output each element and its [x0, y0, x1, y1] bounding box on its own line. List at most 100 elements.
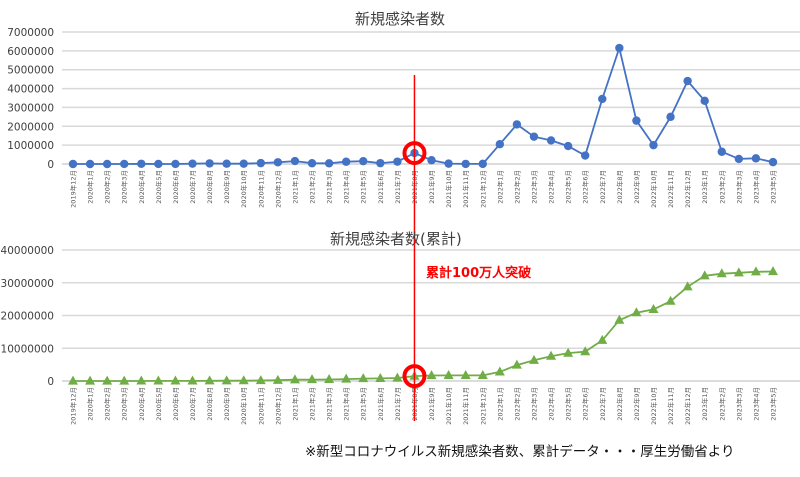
x-tick-label: 2021年10月 [444, 170, 453, 208]
data-point-triangle [272, 374, 283, 384]
data-point-triangle [85, 375, 96, 385]
data-point-circle [359, 156, 368, 166]
data-point-circle [529, 132, 539, 141]
data-point-triangle [289, 374, 300, 384]
data-point-circle [563, 141, 573, 151]
x-tick-label: 2022年1月 [495, 387, 504, 421]
x-tick-label: 2021年4月 [342, 387, 351, 421]
data-point-triangle [170, 375, 181, 385]
data-point-circle [734, 154, 744, 164]
x-tick-label: 2021年2月 [308, 170, 317, 204]
data-point-circle [495, 140, 505, 149]
data-point-triangle [307, 374, 318, 384]
x-tick-label: 2022年12月 [683, 170, 692, 208]
data-point-circle [205, 159, 214, 168]
x-tick-label: 2021年5月 [359, 387, 368, 421]
data-point-triangle [665, 295, 676, 305]
data-point-circle [393, 157, 402, 166]
data-point-triangle [341, 373, 352, 383]
y-tick-label: 7000000 [7, 27, 54, 39]
data-point-circle [324, 159, 334, 168]
data-point-circle [768, 157, 778, 167]
x-tick-label: 2020年1月 [86, 170, 95, 204]
x-tick-label: 2022年3月 [529, 387, 538, 421]
data-point-circle [376, 158, 385, 168]
data-point-circle [580, 151, 590, 160]
data-point-circle [615, 43, 624, 53]
data-point-circle [478, 159, 487, 169]
x-tick-label: 2022年7月 [598, 170, 607, 204]
data-point-circle [427, 156, 436, 165]
y-tick-label: 0 [47, 159, 54, 171]
data-point-triangle [597, 334, 608, 344]
data-point-circle [102, 159, 112, 169]
data-point-triangle [768, 266, 778, 276]
data-point-circle [273, 158, 283, 167]
data-point-triangle [750, 266, 761, 276]
x-tick-label: 2021年9月 [427, 387, 436, 421]
x-tick-label: 2021年3月 [325, 170, 334, 204]
data-point-triangle [699, 270, 710, 280]
x-tick-label: 2020年12月 [273, 387, 282, 425]
x-tick-label: 2021年10月 [444, 387, 453, 425]
data-point-circle [137, 159, 146, 168]
data-point-triangle [546, 350, 557, 360]
x-tick-label: 2023年3月 [734, 387, 743, 421]
x-tick-label: 2022年6月 [581, 387, 590, 421]
x-tick-label: 2019年12月 [69, 170, 78, 208]
x-tick-label: 2020年11月 [256, 387, 265, 425]
x-tick-label: 2020年4月 [137, 387, 146, 421]
data-point-circle [154, 159, 163, 169]
data-point-triangle [324, 374, 335, 384]
data-point-triangle [102, 375, 113, 385]
x-tick-label: 2020年3月 [120, 387, 129, 421]
x-tick-label: 2020年5月 [154, 387, 163, 421]
x-tick-label: 2021年12月 [478, 170, 487, 208]
x-tick-label: 2022年2月 [512, 170, 521, 204]
data-point-circle [546, 136, 556, 145]
data-point-triangle [136, 375, 147, 385]
data-point-triangle [477, 369, 488, 379]
x-tick-label: 2021年6月 [376, 387, 385, 421]
x-tick-label: 2020年10月 [239, 170, 248, 208]
data-point-circle [85, 159, 95, 169]
data-point-triangle [494, 366, 505, 376]
x-tick-label: 2021年12月 [478, 387, 487, 425]
y-tick-label: 4000000 [7, 84, 54, 96]
annotation-circle [402, 141, 427, 166]
x-tick-label: 2021年6月 [376, 170, 385, 204]
x-tick-label: 2023年2月 [717, 387, 726, 421]
data-point-triangle [631, 307, 642, 317]
data-point-triangle [580, 346, 591, 356]
x-tick-label: 2022年6月 [581, 170, 590, 204]
data-point-triangle [358, 373, 369, 383]
x-tick-label: 2021年2月 [308, 387, 317, 421]
data-point-circle [700, 96, 709, 106]
x-tick-label: 2023年3月 [734, 170, 743, 204]
x-tick-label: 2022年4月 [547, 170, 556, 204]
data-point-triangle [682, 281, 693, 291]
data-point-circle [68, 159, 78, 169]
annotation-circle [402, 364, 427, 389]
data-point-triangle [563, 347, 574, 357]
x-tick-label: 2021年3月 [325, 387, 334, 421]
x-tick-label: 2020年10月 [239, 387, 248, 425]
data-point-circle [666, 112, 675, 122]
y-tick-label: 10000000 [1, 343, 54, 355]
data-point-triangle [528, 354, 539, 364]
x-tick-label: 2021年11月 [461, 387, 470, 425]
x-tick-label: 2020年1月 [86, 387, 95, 421]
data-point-triangle [187, 375, 198, 385]
x-tick-label: 2022年9月 [632, 387, 641, 421]
x-tick-label: 2022年8月 [615, 387, 624, 421]
x-tick-label: 2020年6月 [171, 170, 180, 204]
x-tick-label: 2023年4月 [751, 387, 760, 421]
x-tick-label: 2020年5月 [154, 170, 163, 204]
data-point-triangle [648, 303, 659, 313]
data-point-triangle [426, 370, 437, 380]
data-point-circle [341, 157, 351, 166]
x-tick-label: 2022年11月 [666, 170, 675, 208]
x-tick-label: 2020年3月 [120, 170, 129, 204]
